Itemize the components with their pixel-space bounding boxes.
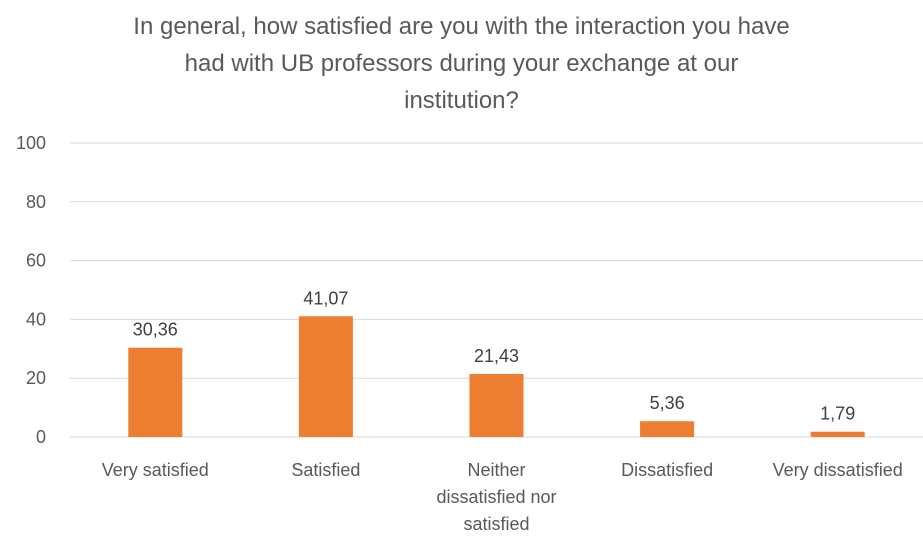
- x-category-label-line: Satisfied: [291, 460, 360, 480]
- bar: [640, 421, 695, 437]
- gridlines: [70, 142, 923, 438]
- x-category-label-line: dissatisfied nor: [436, 487, 556, 507]
- x-category-label: Satisfied: [291, 460, 360, 480]
- data-label: 1,79: [820, 404, 855, 424]
- chart-title-line-1: In general, how satisfied are you with t…: [133, 13, 790, 40]
- x-category-label-line: satisfied: [463, 514, 529, 534]
- bars: [128, 316, 865, 437]
- x-category-label: Neither dissatisfied nor satisfied: [436, 460, 556, 534]
- x-axis-category-labels: Very satisfied Satisfied Neither dissatisfi…: [102, 460, 903, 534]
- x-category-label-line: Very satisfied: [102, 460, 209, 480]
- x-category-label: Very satisfied: [102, 460, 209, 480]
- chart-title: In general, how satisfied are you with t…: [0, 8, 923, 119]
- bar: [810, 431, 865, 437]
- y-tick-label: 60: [26, 251, 46, 271]
- data-labels: 30,36 41,07 21,43 5,36 1,79: [133, 288, 855, 423]
- y-axis-tick-labels: 0 20 40 60 80 100: [16, 133, 46, 447]
- bar: [298, 316, 353, 437]
- data-label: 21,43: [474, 346, 519, 366]
- x-category-label-line: Dissatisfied: [621, 460, 713, 480]
- data-label: 41,07: [303, 288, 348, 308]
- data-label: 5,36: [650, 393, 685, 413]
- y-tick-label: 100: [16, 133, 46, 153]
- x-category-label: Very dissatisfied: [773, 460, 903, 480]
- y-tick-label: 0: [36, 427, 46, 447]
- bar: [128, 347, 183, 437]
- y-tick-label: 20: [26, 368, 46, 388]
- x-category-label-line: Neither: [467, 460, 525, 480]
- bar: [469, 373, 524, 437]
- chart-title-line-3: institution?: [404, 87, 519, 114]
- y-tick-label: 40: [26, 309, 46, 329]
- chart-title-line-2: had with UB professors during your excha…: [184, 50, 739, 77]
- data-label: 30,36: [133, 320, 178, 340]
- y-tick-label: 80: [26, 192, 46, 212]
- x-category-label-line: Very dissatisfied: [773, 460, 903, 480]
- x-category-label: Dissatisfied: [621, 460, 713, 480]
